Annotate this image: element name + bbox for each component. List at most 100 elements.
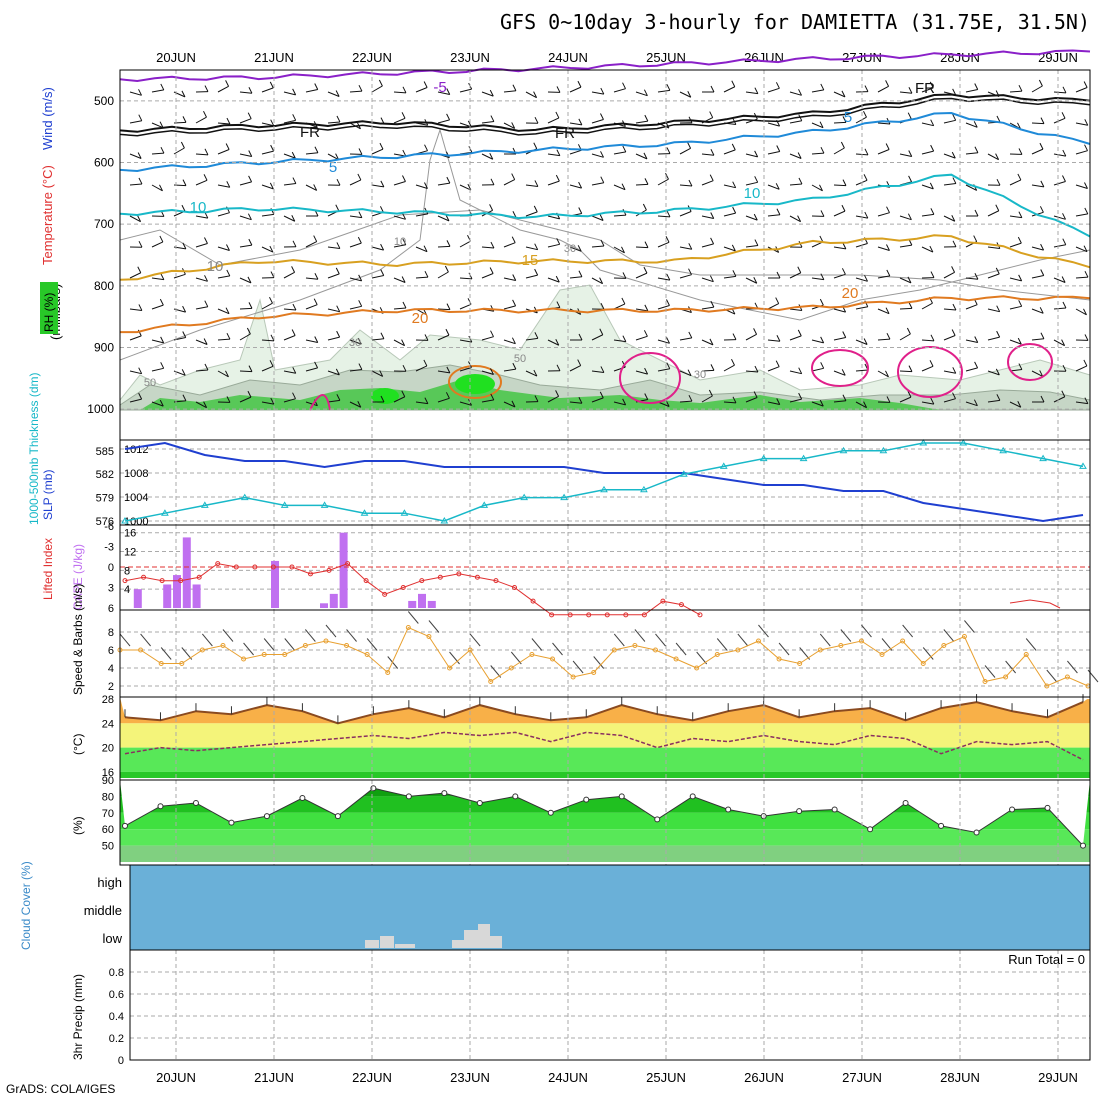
rh-tick: 50 [102, 841, 114, 853]
wind-barb-flag [446, 366, 451, 374]
wind-barb-flag [138, 177, 143, 185]
wind-barb [239, 181, 252, 186]
wind-barb [855, 369, 868, 372]
contour-label: 10 [207, 258, 224, 275]
wind-barb-flag [930, 208, 935, 215]
wind-barb-flag [336, 305, 341, 312]
wind-barb [129, 153, 142, 159]
surface-wind-barb [922, 647, 934, 660]
rh-band [120, 845, 1090, 862]
rh-marker [902, 799, 909, 806]
surface-wind-barb [366, 638, 378, 651]
wind-barb-flag [138, 392, 143, 400]
wind-barb [591, 397, 604, 403]
lifted-index-marker [400, 585, 406, 590]
li-tick: 3 [108, 583, 114, 595]
wind-barb [129, 272, 142, 279]
surface-wind-barb [304, 629, 316, 642]
chart-title: GFS 0~10day 3-hourly for DAMIETTA (31.75… [499, 10, 1090, 34]
wind-speed-marker [755, 638, 761, 644]
wind-barb-flag [160, 336, 165, 344]
wind-barb-flag [644, 114, 649, 122]
wind-barb [899, 307, 913, 310]
wind-barb-flag [533, 205, 538, 213]
wind-barb-flag [842, 394, 847, 401]
wind-barb [305, 241, 317, 248]
thickness-marker [679, 470, 688, 477]
wind-barb-flag [709, 338, 714, 346]
wind-barb [965, 152, 978, 155]
wind-barb-flag [599, 214, 604, 221]
wind-barb [921, 339, 935, 342]
wind-barb [195, 116, 207, 124]
wind-barb [679, 246, 692, 250]
wind-barb-flag [512, 362, 517, 370]
wind-barb [701, 180, 714, 186]
surface-wind-barb [222, 629, 234, 642]
wind-barb-flag [446, 303, 451, 310]
wind-barb-flag [666, 210, 671, 218]
axis-label-thickness: 1000-500mb Thickness (dm) [27, 372, 41, 525]
wind-barb [943, 153, 956, 159]
wind-barb-flag [137, 215, 142, 222]
wind-barb-flag [621, 183, 626, 190]
wind-barb-flag [996, 305, 1001, 312]
wind-barb [679, 400, 693, 403]
wind-barb [261, 184, 274, 190]
wind-barb-flag [732, 270, 737, 277]
wind-barb-flag [1017, 122, 1021, 130]
wind-barb [327, 246, 340, 249]
wind-barb-flag [1083, 245, 1088, 252]
wind-barb [217, 149, 230, 155]
wind-barb-flag [292, 367, 297, 374]
wind-barb-flag [863, 174, 868, 181]
wind-barb [327, 121, 340, 124]
surface-wind-barb [531, 638, 543, 651]
wind-barb [195, 243, 208, 248]
wind-barb-flag [820, 146, 825, 154]
wind-barb-flag [863, 338, 868, 345]
wind-barb [701, 306, 714, 310]
wind-barb [129, 120, 142, 124]
low-cloud-block [464, 930, 478, 948]
rh-marker [299, 795, 306, 802]
wind-barb-flag [270, 144, 275, 152]
wind-barb [1053, 244, 1066, 248]
cloud-level-low: low [102, 931, 122, 946]
wind-barb-flag [578, 397, 583, 404]
temp-tick: 28 [102, 694, 114, 706]
wind-barb [811, 339, 824, 344]
wind-barb [283, 183, 296, 186]
lifted-index-marker [419, 578, 425, 584]
wind-barb-flag [269, 296, 273, 304]
wind-barb-flag [291, 329, 296, 336]
wind-barb-flag [1061, 339, 1066, 346]
contour-label: 50 [144, 377, 156, 389]
wind-barb [701, 369, 715, 372]
wind-barb-flag [380, 243, 385, 251]
wind-barb [943, 308, 956, 311]
cloud-level-middle: middle [84, 903, 122, 918]
wind-barb-flag [929, 360, 934, 367]
wind-barb-flag [974, 209, 979, 217]
surface-wind-barb [428, 620, 440, 633]
wind-barb-flag [270, 271, 275, 278]
wind-barb [151, 401, 164, 407]
wind-barb-flag [292, 177, 297, 184]
surface-wind-barb [119, 633, 131, 647]
wind-barb [239, 277, 252, 284]
wind-barb-flag [534, 116, 539, 124]
wind-barb-flag [1062, 364, 1067, 372]
wind-barb-flag [841, 268, 846, 275]
wind-barb-flag [357, 173, 362, 181]
wind-barb [151, 89, 164, 93]
wind-barb-flag [533, 142, 538, 149]
wind-barb [195, 153, 209, 156]
wind-barb-flag [885, 143, 890, 150]
wind-barb-flag [402, 364, 407, 372]
wind-barb [833, 337, 846, 341]
wind-barb-flag [951, 329, 956, 336]
wind-barb [459, 401, 472, 406]
wind-barb [657, 305, 670, 310]
